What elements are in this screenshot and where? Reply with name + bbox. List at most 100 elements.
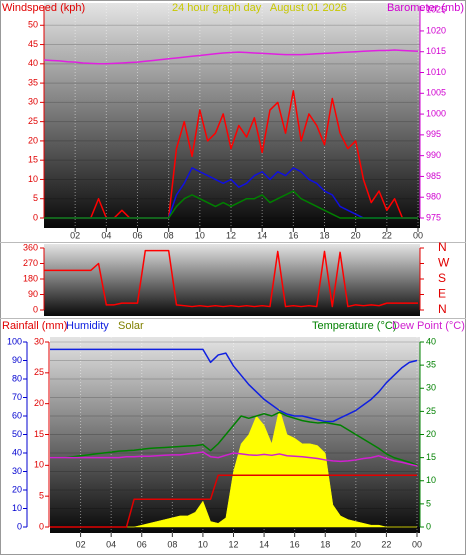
y-tick-label: 60 — [12, 410, 22, 420]
y-tick-label: 0 — [39, 521, 44, 531]
x-tick-label: 18 — [320, 539, 330, 549]
y-tick-label: N — [438, 240, 447, 254]
series-line — [50, 474, 417, 528]
series-line — [50, 348, 418, 423]
y-tick-label: 100 — [7, 336, 22, 346]
x-tick-label: 20 — [351, 539, 361, 549]
x-tick-label: 04 — [101, 230, 111, 240]
y-tick-label: 1020 — [426, 25, 446, 35]
legend-label: Rainfall (mm) — [2, 320, 67, 332]
y-tick-label: 0 — [33, 212, 38, 222]
y-tick-label: 980 — [426, 192, 441, 202]
y-tick-label: 1005 — [426, 88, 446, 98]
y-tick-label: S — [438, 271, 446, 285]
y-tick-label: 35 — [426, 360, 436, 370]
x-tick-label: 02 — [70, 230, 80, 240]
y-tick-label: 10 — [426, 475, 436, 485]
y-tick-label: 975 — [426, 212, 441, 222]
y-tick-label: 15 — [34, 429, 44, 439]
x-tick-label: 00 — [413, 230, 423, 240]
y-tick-label: 5 — [33, 193, 38, 203]
legend-label: Dew Point (°C) — [392, 320, 465, 332]
x-tick-label: 22 — [381, 539, 391, 549]
y-tick-label: 25 — [28, 116, 38, 126]
y-tick-label: 990 — [426, 150, 441, 160]
y-tick-label: E — [438, 287, 446, 301]
series-line — [44, 190, 418, 219]
y-tick-label: 20 — [426, 429, 436, 439]
series-line — [50, 451, 418, 467]
x-tick-label: 10 — [195, 230, 205, 240]
y-tick-label: 25 — [426, 406, 436, 416]
y-tick-label: 40 — [12, 447, 22, 457]
y-tick-label: 70 — [12, 392, 22, 402]
plot-background — [44, 3, 420, 228]
y-tick-label: 0 — [17, 521, 22, 531]
y-tick-label: 20 — [34, 398, 44, 408]
y-tick-label: 35 — [28, 77, 38, 87]
y-tick-label: 10 — [28, 174, 38, 184]
y-tick-label: 5 — [39, 491, 44, 501]
x-tick-label: 04 — [106, 539, 116, 549]
series-line — [50, 411, 418, 466]
y-tick-label: 40 — [28, 58, 38, 68]
y-tick-label: 45 — [28, 39, 38, 49]
y-tick-label: 985 — [426, 171, 441, 181]
y-tick-label: N — [438, 302, 447, 316]
x-tick-label: 20 — [351, 230, 361, 240]
y-tick-label: 30 — [426, 383, 436, 393]
x-tick-label: 16 — [290, 539, 300, 549]
y-tick-label: 80 — [12, 373, 22, 383]
y-tick-label: 50 — [28, 20, 38, 30]
series-line — [44, 249, 418, 308]
x-tick-label: 22 — [382, 230, 392, 240]
y-tick-label: 15 — [426, 452, 436, 462]
chart-title: 24 hour graph day August 01 2026 — [172, 2, 347, 14]
y-tick-label: 20 — [28, 135, 38, 145]
series-line — [43, 49, 419, 65]
y-tick-label: 90 — [12, 355, 22, 365]
y-tick-label: 30 — [34, 336, 44, 346]
y-tick-label: 40 — [426, 336, 436, 346]
y-tick-label: 360 — [23, 242, 38, 252]
y-tick-label: 90 — [28, 289, 38, 299]
x-tick-label: 02 — [76, 539, 86, 549]
y-axis-label: Windspeed (kph) — [2, 2, 85, 14]
x-tick-label: 08 — [167, 539, 177, 549]
y-tick-label: 10 — [12, 503, 22, 513]
x-tick-label: 08 — [164, 230, 174, 240]
y-tick-label: 180 — [23, 273, 38, 283]
y-tick-label: 1025 — [426, 5, 446, 15]
y-tick-label: 1010 — [426, 67, 446, 77]
y-tick-label: 50 — [12, 429, 22, 439]
x-tick-label: 12 — [226, 230, 236, 240]
legend-label: Temperature (°C) — [312, 320, 396, 332]
x-tick-label: 16 — [288, 230, 298, 240]
y-tick-label: 15 — [28, 155, 38, 165]
y-tick-label: W — [438, 256, 450, 270]
x-tick-label: 10 — [198, 539, 208, 549]
y-tick-label: 30 — [12, 466, 22, 476]
legend-label: Humidity — [66, 320, 109, 332]
y2-axis-label: Barometer (mb) — [387, 2, 464, 14]
x-tick-label: 14 — [257, 230, 267, 240]
y-tick-label: 5 — [426, 498, 431, 508]
x-tick-label: 06 — [137, 539, 147, 549]
y-tick-label: 25 — [34, 367, 44, 377]
x-tick-label: 00 — [412, 539, 422, 549]
legend-label: Solar — [118, 320, 144, 332]
x-tick-label: 14 — [259, 539, 269, 549]
y-tick-label: 1015 — [426, 46, 446, 56]
x-tick-label: 12 — [228, 539, 238, 549]
y-tick-label: 10 — [34, 460, 44, 470]
y-tick-label: 1000 — [426, 108, 446, 118]
x-tick-label: 18 — [319, 230, 329, 240]
y-tick-label: 995 — [426, 129, 441, 139]
y-tick-label: 0 — [33, 304, 38, 314]
y-tick-label: 0 — [426, 521, 431, 531]
y-tick-label: 30 — [28, 97, 38, 107]
y-tick-label: 20 — [12, 484, 22, 494]
y-tick-label: 270 — [23, 258, 38, 268]
